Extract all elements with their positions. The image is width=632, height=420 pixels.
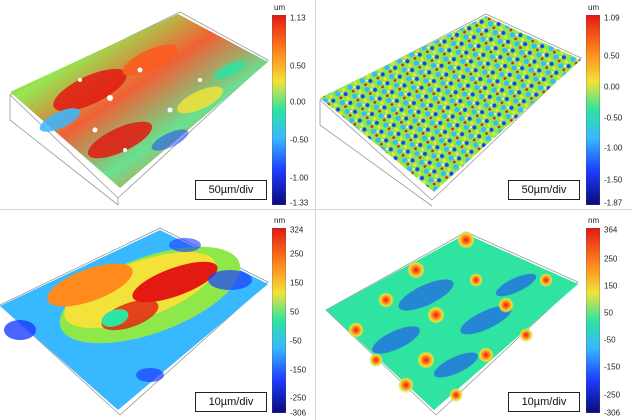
colorbar: [272, 228, 286, 413]
colorbar-tick: 250: [604, 254, 618, 264]
colorbar: [272, 15, 286, 205]
surface-plot-top-left: [9, 11, 269, 206]
surface-plot-bottom-right: [325, 231, 579, 416]
colorbar-tick: -1.33: [290, 198, 309, 208]
colorbar-tick: -150: [604, 362, 621, 372]
colorbar-tick: -1.00: [604, 143, 623, 153]
colorbar-tick: -50: [604, 335, 616, 345]
colorbar-tick: -250: [604, 390, 621, 400]
colorbar-tick: 50: [290, 307, 299, 317]
colorbar-tick: -50: [290, 336, 302, 346]
colorbar-unit: nm: [274, 216, 286, 225]
panel-divider-vertical: [315, 0, 316, 420]
scale-label: 50µm/div: [508, 180, 580, 200]
colorbar-tick: -306: [290, 408, 307, 418]
colorbar-tick: 1.13: [290, 13, 306, 23]
surface-mesh: [326, 234, 578, 410]
colorbar-tick: 324: [290, 225, 304, 235]
scale-label: 10µm/div: [508, 392, 580, 412]
colorbar-tick: -0.50: [290, 135, 309, 145]
colorbar-unit: nm: [588, 216, 600, 225]
colorbar-tick: -150: [290, 365, 307, 375]
colorbar: [586, 15, 600, 205]
surface-plot-top-right: [319, 13, 582, 207]
colorbar-tick: 150: [290, 278, 304, 288]
colorbar-tick: 0.50: [604, 51, 620, 61]
surface-panel-top-right: um 1.09 0.50 0.00 -0.50 -1.00 -1.50 -1.8…: [316, 0, 632, 210]
colorbar-tick: 0.00: [604, 82, 620, 92]
surface-panel-top-left: um 1.13 0.50 0.00 -0.50 -1.00 -1.33 50µm…: [0, 0, 316, 210]
colorbar-tick: 0.00: [290, 97, 306, 107]
colorbar-tick: -1.87: [604, 198, 623, 208]
colorbar-tick: -1.00: [290, 173, 309, 183]
panel-divider-horizontal: [0, 209, 632, 210]
colorbar-unit: um: [274, 3, 286, 12]
surface-mesh: [10, 14, 268, 188]
colorbar-unit: um: [588, 3, 600, 12]
colorbar-tick: 150: [604, 281, 618, 291]
colorbar: [586, 228, 600, 413]
colorbar-tick: 50: [604, 308, 613, 318]
surface-panel-bottom-left: nm 324 250 150 50 -50 -150 -250 -306 10µ…: [0, 210, 316, 420]
colorbar-tick: -250: [290, 393, 307, 403]
colorbar-tick: 250: [290, 249, 304, 259]
surface-panel-bottom-right: nm 364 250 150 50 -50 -150 -250 -306 10µ…: [316, 210, 632, 420]
colorbar-tick: -1.50: [604, 175, 623, 185]
scale-label: 10µm/div: [195, 392, 267, 412]
surface-mesh: [320, 16, 581, 192]
colorbar-tick: -306: [604, 408, 621, 418]
colorbar-tick: 0.50: [290, 61, 306, 71]
colorbar-tick: 1.09: [604, 13, 620, 23]
colorbar-tick: -0.50: [604, 113, 623, 123]
surface-plot-bottom-left: [0, 227, 269, 416]
colorbar-tick: 364: [604, 225, 618, 235]
scale-label: 50µm/div: [195, 180, 267, 200]
